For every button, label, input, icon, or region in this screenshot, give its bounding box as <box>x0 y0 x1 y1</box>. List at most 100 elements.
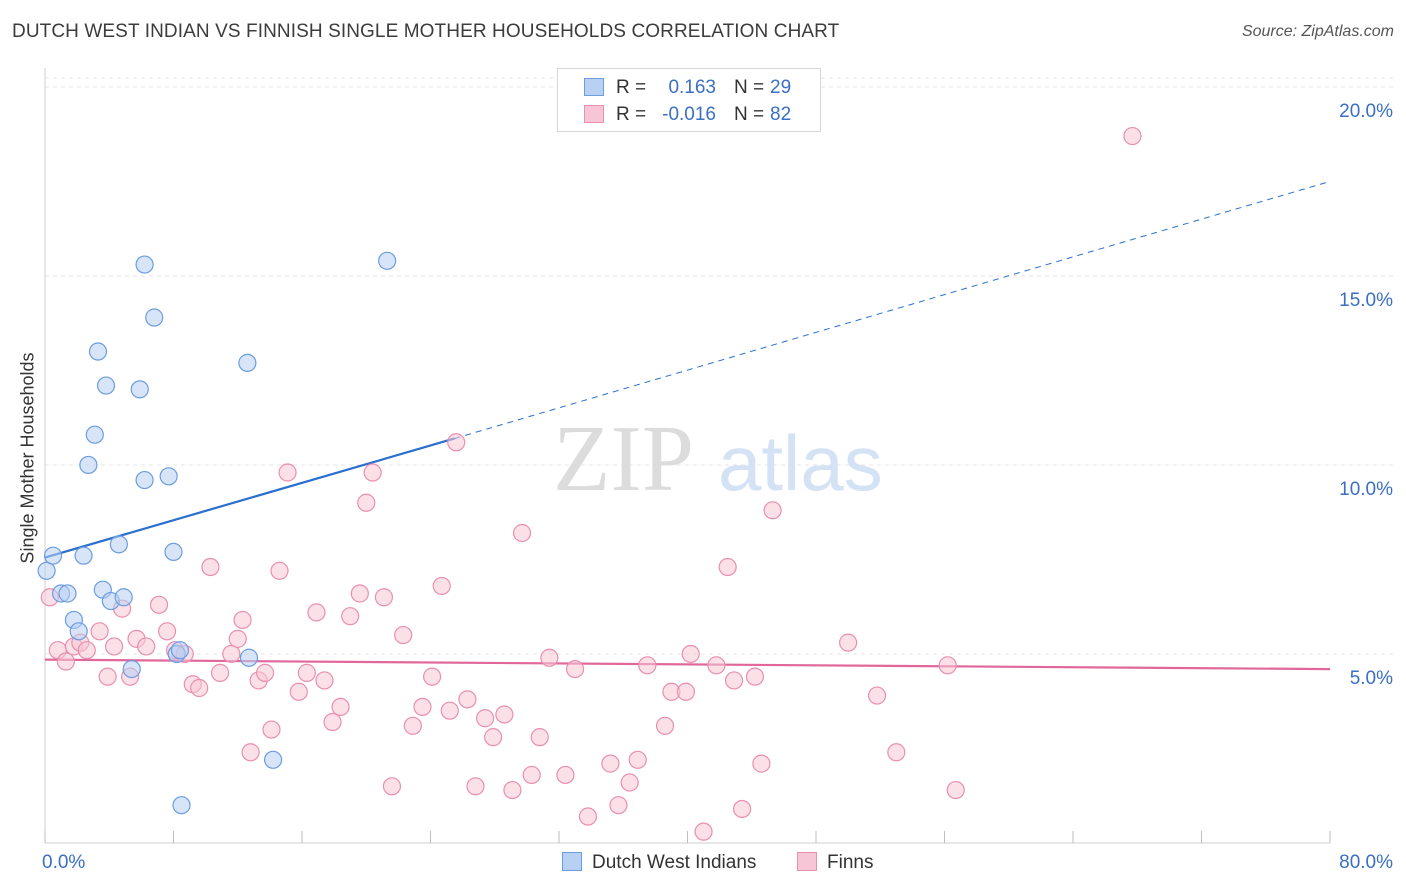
data-point-dutch-west-indians <box>378 251 397 270</box>
data-point-dutch-west-indians <box>164 542 183 562</box>
data-point-finns <box>763 501 782 520</box>
data-point-dutch-west-indians <box>69 622 88 641</box>
data-point-finns <box>556 765 575 785</box>
data-point-finns <box>363 463 382 482</box>
data-point-finns <box>56 652 75 671</box>
data-point-finns <box>374 588 394 607</box>
data-point-finns <box>694 822 713 841</box>
n-value: 82 <box>770 104 792 125</box>
data-point-finns <box>724 671 744 690</box>
data-point-dutch-west-indians <box>130 380 149 399</box>
data-point-finns <box>323 712 342 732</box>
n-value: 29 <box>770 77 792 98</box>
n-label: N = <box>734 104 765 125</box>
legend-item-finns[interactable]: Finns <box>797 852 873 874</box>
data-point-finns <box>228 629 247 648</box>
data-point-finns <box>495 705 514 724</box>
trend-line-finns <box>44 658 1331 671</box>
data-point-finns <box>601 754 620 773</box>
data-point-finns <box>578 807 598 826</box>
data-point-finns <box>522 765 541 785</box>
stats-row-finns: R = -0.016 N = 82 <box>558 102 820 128</box>
legend-swatch-pink <box>797 852 817 871</box>
watermark-zip: ZIP <box>553 407 694 511</box>
data-point-finns <box>887 743 906 762</box>
data-point-dutch-west-indians <box>135 470 154 490</box>
stats-box: R = 0.163 N = 29 R = -0.016 N = 82 <box>557 68 821 132</box>
data-point-finns <box>190 678 209 698</box>
legend-label: Dutch West Indians <box>592 852 757 873</box>
stats-row-dutch-west-indians: R = 0.163 N = 29 <box>558 75 820 101</box>
data-point-finns <box>382 777 402 796</box>
data-point-finns <box>241 743 260 762</box>
data-point-finns <box>289 682 308 701</box>
data-point-finns <box>270 561 289 580</box>
data-point-finns <box>503 780 522 800</box>
data-point-finns <box>90 622 109 641</box>
data-point-dutch-west-indians <box>37 561 56 580</box>
y-tick-label: 5.0% <box>1349 667 1393 689</box>
data-point-dutch-west-indians <box>159 467 178 486</box>
data-point-dutch-west-indians <box>172 796 191 815</box>
data-point-finns <box>210 663 230 682</box>
data-point-finns <box>413 697 432 717</box>
x-tick-label-max: 80.0% <box>1339 852 1393 873</box>
data-point-finns <box>222 644 241 664</box>
legend-item-dutch-west-indians[interactable]: Dutch West Indians <box>562 852 756 874</box>
data-point-finns <box>752 754 771 773</box>
y-tick-label: 10.0% <box>1339 478 1393 500</box>
data-point-finns <box>512 523 532 543</box>
data-point-dutch-west-indians <box>43 546 63 565</box>
data-point-finns <box>77 641 96 660</box>
data-point-finns <box>745 667 765 686</box>
data-point-finns <box>331 697 350 717</box>
legend-label: Finns <box>827 852 874 873</box>
data-point-finns <box>447 433 466 452</box>
data-point-dutch-west-indians <box>145 308 164 327</box>
data-point-dutch-west-indians <box>79 455 98 475</box>
data-point-finns <box>718 557 737 577</box>
stats-swatch-blue <box>584 78 604 96</box>
data-point-finns <box>357 493 376 512</box>
data-points <box>37 126 1142 841</box>
y-tick-label: 20.0% <box>1339 100 1393 122</box>
data-point-finns <box>655 716 675 735</box>
data-point-finns <box>255 663 275 682</box>
data-point-finns <box>638 656 657 675</box>
watermark: ZIP atlas <box>553 407 883 511</box>
data-point-dutch-west-indians <box>122 659 141 679</box>
data-point-finns <box>681 644 700 664</box>
data-point-finns <box>1123 126 1142 146</box>
data-point-finns <box>733 799 752 819</box>
data-point-finns <box>609 796 628 815</box>
data-point-dutch-west-indians <box>88 342 108 361</box>
data-point-finns <box>476 709 495 728</box>
data-point-finns <box>350 584 369 603</box>
y-axis-label: Single Mother Households <box>17 352 38 564</box>
data-point-finns <box>201 557 220 577</box>
data-point-finns <box>307 603 326 622</box>
data-point-dutch-west-indians <box>114 588 133 607</box>
stats-swatch-pink <box>584 105 604 123</box>
data-point-finns <box>341 607 360 626</box>
data-point-finns <box>628 750 647 769</box>
r-value: 0.163 <box>668 77 716 98</box>
data-point-finns <box>540 648 559 667</box>
data-point-finns <box>466 777 485 796</box>
x-tick-label-min: 0.0% <box>42 852 86 873</box>
data-point-finns <box>946 780 965 800</box>
r-label: R = <box>616 104 647 125</box>
data-point-finns <box>262 720 281 739</box>
legend-swatch-blue <box>562 852 582 871</box>
chart-title: DUTCH WEST INDIAN VS FINNISH SINGLE MOTH… <box>12 21 840 42</box>
r-value: -0.016 <box>662 104 716 125</box>
data-point-finns <box>394 625 413 645</box>
data-point-dutch-west-indians <box>170 641 190 660</box>
data-point-finns <box>432 576 451 596</box>
data-point-dutch-west-indians <box>238 353 257 372</box>
data-point-finns <box>278 463 297 482</box>
axes <box>44 68 1331 844</box>
data-point-finns <box>565 659 585 679</box>
trend-line-dutch-west-indians-extended <box>454 180 1331 439</box>
